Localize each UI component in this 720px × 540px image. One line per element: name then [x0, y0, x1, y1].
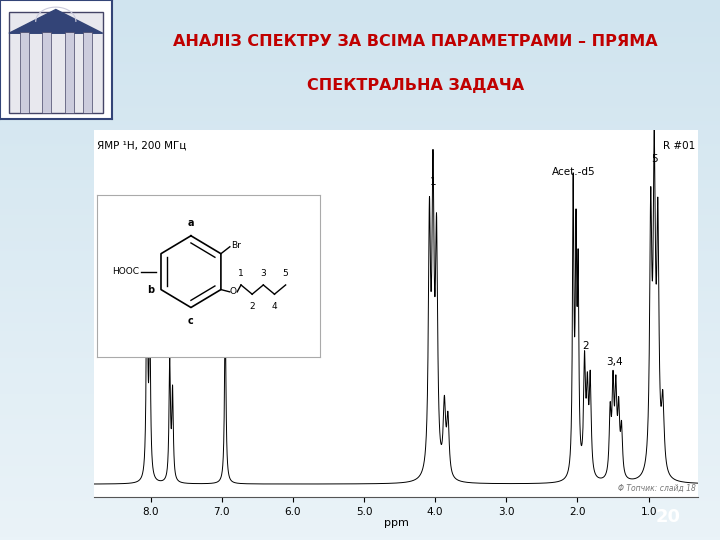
- Text: c: c: [188, 315, 194, 326]
- Text: A: A: [143, 227, 150, 237]
- Bar: [42, 32, 51, 113]
- Text: b: b: [147, 285, 154, 295]
- Text: ЯМР ¹H, 200 МГц: ЯМР ¹H, 200 МГц: [96, 140, 186, 151]
- Bar: [20, 32, 29, 113]
- Bar: [9, 12, 103, 113]
- Text: 2: 2: [249, 302, 255, 310]
- Text: 5: 5: [283, 269, 289, 278]
- Text: 3: 3: [261, 269, 266, 278]
- X-axis label: ppm: ppm: [384, 518, 408, 528]
- Text: 2: 2: [582, 341, 589, 351]
- Text: 5: 5: [651, 154, 657, 164]
- Text: 1: 1: [238, 269, 244, 278]
- Text: O: O: [230, 287, 237, 296]
- Polygon shape: [9, 10, 103, 33]
- Text: C: C: [222, 278, 229, 288]
- Text: 4: 4: [271, 302, 277, 310]
- Text: B: B: [168, 332, 176, 342]
- Text: СПЕКТРАЛЬНА ЗАДАЧА: СПЕКТРАЛЬНА ЗАДАЧА: [307, 78, 524, 93]
- Text: АНАЛІЗ СПЕКТРУ ЗА ВСІМА ПАРАМЕТРАМИ – ПРЯМА: АНАЛІЗ СПЕКТРУ ЗА ВСІМА ПАРАМЕТРАМИ – ПР…: [174, 34, 658, 49]
- Bar: [65, 32, 73, 113]
- Text: HOOC: HOOC: [112, 267, 140, 276]
- Text: a: a: [188, 218, 194, 228]
- Text: 3,4: 3,4: [606, 357, 623, 367]
- Text: R #01: R #01: [663, 140, 696, 151]
- Text: 1: 1: [430, 177, 436, 187]
- Bar: [83, 32, 91, 113]
- Text: Φ Топчик: слайд 18: Φ Топчик: слайд 18: [618, 484, 696, 493]
- Text: Br: Br: [231, 241, 240, 250]
- Text: 20: 20: [655, 508, 680, 526]
- Text: Acet.-d5: Acet.-d5: [552, 167, 595, 177]
